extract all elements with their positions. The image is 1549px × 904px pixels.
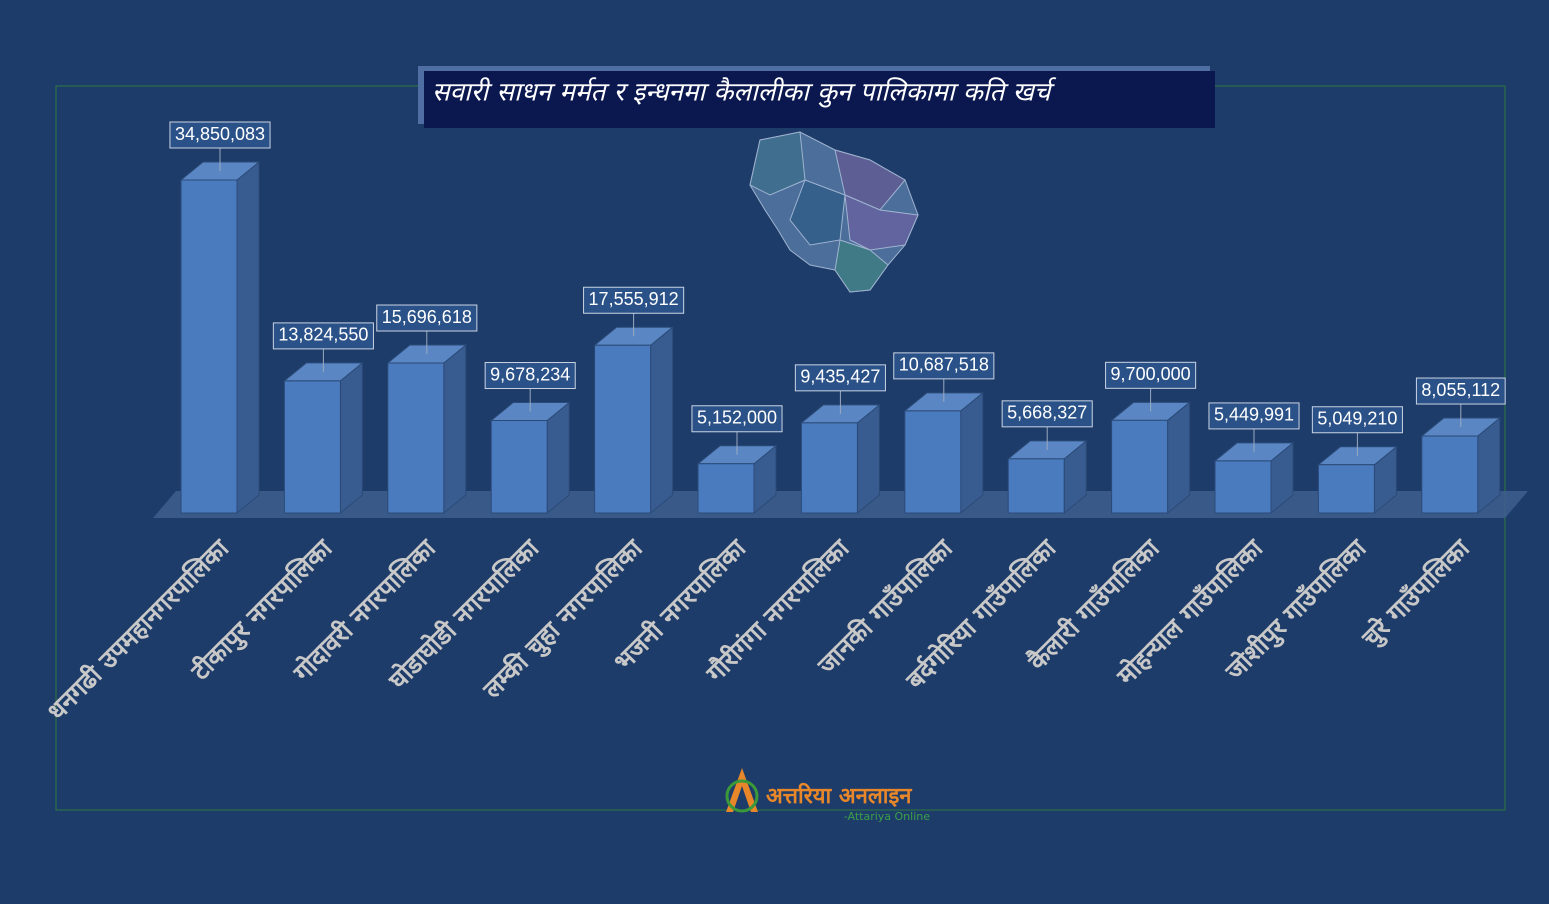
value-label: 17,555,912	[589, 289, 679, 309]
bar	[696, 444, 778, 515]
bar-side	[546, 401, 570, 515]
bar-side	[236, 160, 260, 515]
bar-front	[1317, 464, 1375, 514]
bar-front	[283, 380, 341, 514]
value-label: 5,668,327	[1007, 403, 1087, 423]
bar-front	[1111, 419, 1169, 514]
value-label-box	[794, 364, 886, 392]
value-label-box	[1208, 402, 1300, 430]
bar-front	[1421, 435, 1479, 514]
value-label-box	[272, 322, 374, 350]
bar-side	[1167, 401, 1191, 515]
bar-front	[1007, 458, 1065, 514]
value-label-box	[583, 286, 685, 314]
bar-front	[800, 422, 858, 514]
value-label-box	[691, 405, 783, 433]
bar	[489, 401, 571, 515]
chart-title: सवारी साधन मर्मत र इन्धनमा कैलालीका कुन …	[432, 77, 1056, 108]
bar	[179, 160, 261, 515]
value-label: 9,435,427	[800, 367, 880, 387]
value-label-box	[1105, 361, 1197, 389]
bar-front	[387, 362, 445, 514]
bar-front	[697, 463, 755, 514]
value-label: 8,055,112	[1421, 380, 1500, 400]
logo: अत्तरिया अनलाइन -Attariya Online	[725, 768, 930, 823]
value-label: 10,687,518	[899, 355, 989, 375]
value-label-box	[1311, 406, 1403, 434]
bar	[386, 343, 468, 515]
bar	[1316, 445, 1398, 515]
map	[749, 131, 919, 293]
bar	[799, 403, 881, 515]
value-label-box	[1001, 400, 1093, 428]
bar	[903, 391, 985, 515]
bar	[1420, 416, 1502, 515]
bar-side	[960, 391, 984, 515]
title-box	[424, 71, 1215, 128]
bar	[1006, 439, 1088, 515]
bar-side	[339, 361, 363, 515]
bar-side	[856, 403, 880, 515]
bar-front	[1214, 460, 1272, 514]
value-label-box	[484, 362, 576, 390]
value-label-box	[169, 121, 271, 149]
value-label: 5,449,991	[1214, 405, 1294, 425]
value-label: 9,700,000	[1111, 364, 1191, 384]
value-label: 5,049,210	[1317, 409, 1397, 429]
bar	[1213, 441, 1295, 515]
value-label-box	[893, 352, 995, 380]
bar-side	[650, 326, 674, 515]
value-label: 9,678,234	[490, 364, 570, 384]
value-label: 34,850,083	[175, 124, 265, 144]
bar-side	[443, 343, 467, 515]
bar-front	[904, 410, 962, 514]
bar	[282, 361, 364, 515]
bar	[1110, 401, 1192, 515]
logo-subtitle: -Attariya Online	[844, 810, 930, 823]
value-label: 13,824,550	[278, 325, 368, 345]
value-label: 15,696,618	[382, 307, 472, 327]
value-label-box	[376, 304, 478, 332]
bar-front	[180, 179, 238, 514]
logo-name: अत्तरिया अनलाइन	[766, 782, 912, 809]
value-label-box	[1415, 377, 1506, 405]
bar-front	[594, 344, 652, 514]
value-label: 5,152,000	[697, 408, 777, 428]
bar	[593, 326, 675, 515]
bar-front	[490, 420, 548, 514]
